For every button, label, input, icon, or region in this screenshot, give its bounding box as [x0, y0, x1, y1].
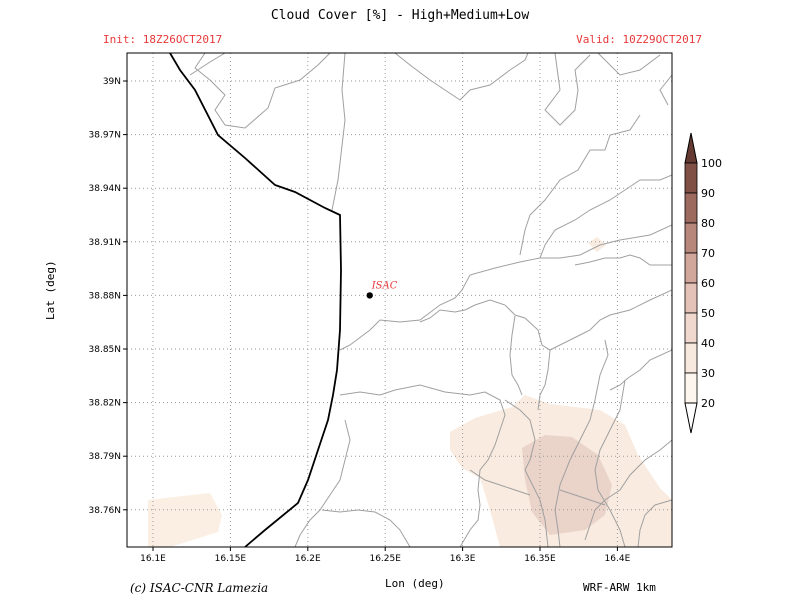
init-time: Init: 18Z26OCT2017 [103, 33, 223, 46]
y-tick-label: 38.94N [89, 184, 122, 194]
grid-lines [127, 53, 672, 547]
y-tick-label: 38.82N [89, 399, 122, 409]
x-tick-label: 16.35E [524, 554, 556, 564]
map-title: Cloud Cover [%] - High+Medium+Low [270, 8, 530, 23]
y-tick-label: 39N [103, 77, 121, 87]
colorbar-label: 40 [701, 337, 715, 350]
x-tick-label: 16.15E [215, 554, 247, 564]
valid-time: Valid: 10Z29OCT2017 [576, 33, 702, 46]
y-tick-label: 38.79N [89, 452, 122, 462]
plot-frame [126, 52, 673, 548]
y-axis: 39N 38.97N 38.94N 38.91N 38.88N 38.85N 38.82N 3… [89, 77, 127, 516]
x-axis-label: Lon (deg) [385, 577, 445, 590]
coastline [169, 53, 342, 547]
x-tick-label: 16.4E [605, 554, 631, 564]
colorbar-bin [684, 252, 698, 284]
colorbar-label: 80 [701, 217, 715, 230]
x-tick-label: 16.3E [450, 554, 476, 564]
colorbar-bin [684, 282, 698, 314]
y-tick-label: 38.91N [89, 238, 122, 248]
model-name: WRF-ARW 1km [583, 581, 656, 594]
colorbar-label: 90 [701, 187, 715, 200]
y-axis-label: Lat (deg) [44, 260, 57, 320]
colorbar-label: 20 [701, 397, 715, 410]
x-tick-label: 16.1E [140, 554, 166, 564]
colorbar-bin [684, 162, 698, 194]
copyright-text: (c) ISAC-CNR Lamezia [130, 581, 269, 595]
station-label: ISAC [371, 280, 398, 291]
colorbar-bin [684, 192, 698, 224]
y-tick-label: 38.76N [89, 506, 122, 516]
y-tick-label: 38.85N [89, 345, 122, 355]
colorbar-label: 50 [701, 307, 715, 320]
x-tick-label: 16.25E [369, 554, 401, 564]
x-axis: 16.1E 16.15E 16.2E 16.25E 16.3E 16.35E 16.4E [140, 547, 631, 564]
x-tick-label: 16.2E [295, 554, 321, 564]
y-tick-label: 38.88N [89, 291, 122, 301]
colorbar-label: 70 [701, 247, 715, 260]
map-plot-area: ISAC [127, 53, 672, 547]
y-tick-label: 38.97N [89, 131, 122, 141]
station-marker-icon[interactable] [366, 292, 373, 299]
colorbar-min-arrow [684, 402, 698, 434]
colorbar: 100 90 80 70 60 50 40 30 20 [684, 132, 722, 434]
colorbar-label: 30 [701, 367, 715, 380]
colorbar-bin [684, 372, 698, 404]
colorbar-label: 100 [701, 157, 722, 170]
colorbar-bin [684, 342, 698, 374]
colorbar-bin [684, 222, 698, 254]
colorbar-label: 60 [701, 277, 715, 290]
colorbar-max-arrow [684, 132, 698, 164]
colorbar-bin [684, 312, 698, 344]
cloud-cover-shading [148, 237, 672, 547]
